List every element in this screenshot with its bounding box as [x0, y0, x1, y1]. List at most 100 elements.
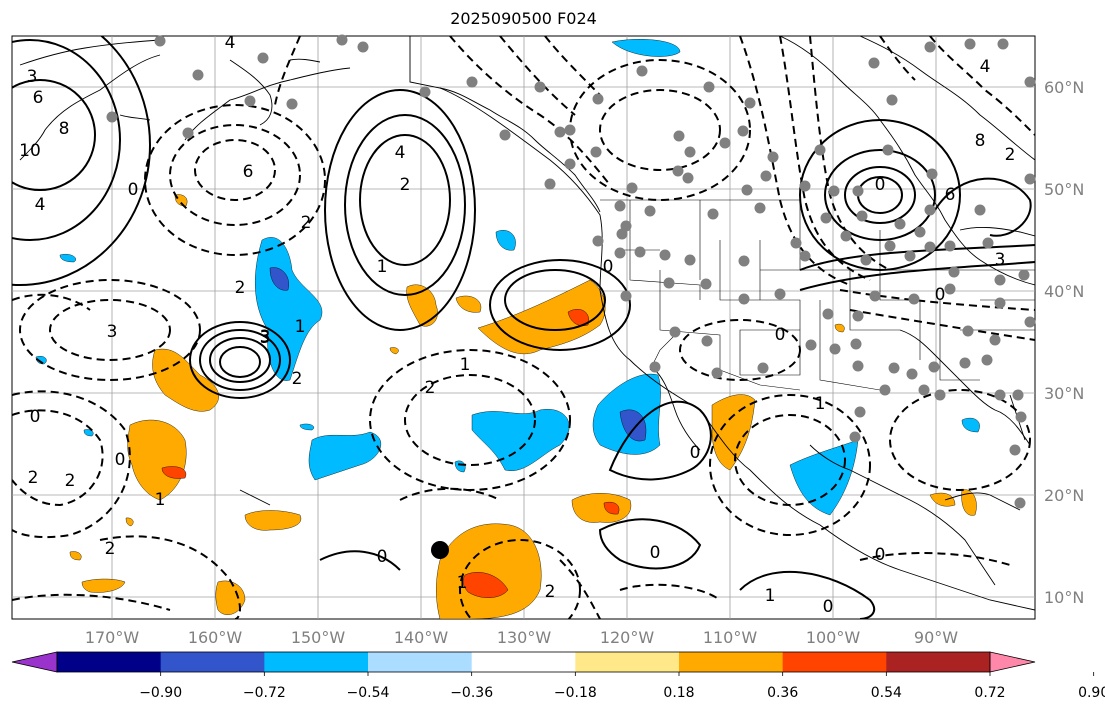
- station-dot: [924, 41, 936, 53]
- station-dot: [659, 249, 671, 261]
- station-dot: [959, 357, 971, 369]
- station-dot: [466, 76, 478, 88]
- colorbar-swatch: [160, 652, 265, 672]
- station-dot: [1015, 411, 1027, 423]
- lat-label: 10°N: [1044, 588, 1084, 607]
- colorbar-tick-label: 0.36: [767, 685, 798, 701]
- colorbar-tick-label: 0.18: [663, 685, 694, 701]
- station-dot: [499, 129, 511, 141]
- contour-label: 8: [975, 131, 986, 151]
- station-dot: [620, 290, 632, 302]
- colorbar-swatch: [471, 652, 576, 672]
- station-dot: [850, 338, 862, 350]
- station-dot: [805, 339, 817, 351]
- station-dot: [684, 254, 696, 266]
- contour-label: 6: [945, 185, 956, 205]
- station-dot: [1024, 76, 1036, 88]
- station-dot: [1018, 269, 1030, 281]
- contour-label: 1: [460, 355, 471, 375]
- station-dot: [856, 210, 868, 222]
- colorbar-tick-labels: −0.90 −0.72 −0.54 −0.36 −0.18 0.18 0.36 0.54 0.7…: [139, 685, 1105, 701]
- station-dot: [822, 308, 834, 320]
- station-dot: [828, 185, 840, 197]
- station-dot: [564, 158, 576, 170]
- station-dot: [244, 95, 256, 107]
- station-dot: [964, 38, 976, 50]
- contour-label: 0: [875, 545, 886, 565]
- station-dot: [767, 151, 779, 163]
- contour-label: 2: [235, 278, 246, 298]
- contour-label: 0: [775, 325, 786, 345]
- contour-label: 10: [19, 141, 41, 161]
- contour-label: 6: [243, 162, 254, 182]
- station-dot: [918, 384, 930, 396]
- longitude-labels: 170°W 160°W 150°W 140°W 130°W 120°W 110°W 100°W…: [85, 628, 958, 647]
- storm-marker: [431, 541, 449, 559]
- station-dot: [620, 220, 632, 232]
- station-dot: [814, 144, 826, 156]
- station-dot: [336, 34, 348, 46]
- station-dot: [703, 81, 715, 93]
- lat-label: 20°N: [1044, 486, 1084, 505]
- station-dot: [994, 297, 1006, 309]
- station-dot: [701, 335, 713, 347]
- station-dot: [534, 81, 546, 93]
- contour-label: 0: [875, 175, 886, 195]
- contour-label: 1: [295, 317, 306, 337]
- station-dot: [614, 247, 626, 259]
- station-dot: [879, 384, 891, 396]
- station-dot: [904, 250, 916, 262]
- station-dot: [997, 38, 1009, 50]
- colorbar-swatch: [57, 652, 162, 672]
- contour-label: 4: [980, 57, 991, 77]
- station-dot: [669, 326, 681, 338]
- contour-label: 3: [260, 327, 271, 347]
- contour-label: 0: [690, 443, 701, 463]
- station-dot: [928, 361, 940, 373]
- colorbar-outline: [56, 651, 991, 673]
- station-dot: [673, 130, 685, 142]
- station-dot: [672, 165, 684, 177]
- station-dot: [737, 125, 749, 137]
- station-dot: [719, 137, 731, 149]
- station-dot: [944, 283, 956, 295]
- station-dot: [154, 35, 166, 47]
- map-title: 2025090500 F024: [450, 9, 597, 28]
- station-dot: [1024, 316, 1036, 328]
- station-dot: [989, 334, 1001, 346]
- station-dot: [741, 184, 753, 196]
- colorbar-swatch: [575, 652, 680, 672]
- station-dot: [888, 362, 900, 374]
- contour-label: 1: [815, 394, 826, 414]
- lat-label: 30°N: [1044, 384, 1084, 403]
- dashed-contours: [12, 36, 1035, 619]
- station-dot: [790, 237, 802, 249]
- station-dot: [981, 354, 993, 366]
- station-dot: [852, 310, 864, 322]
- station-dot: [774, 288, 786, 300]
- contour-label: 2: [28, 468, 39, 488]
- station-dot: [106, 111, 118, 123]
- station-dot: [868, 57, 880, 69]
- station-dot: [914, 226, 926, 238]
- station-dot: [908, 293, 920, 305]
- negative-shading: [35, 39, 980, 516]
- contour-label: 0: [30, 407, 41, 427]
- station-dot: [799, 180, 811, 192]
- station-dot: [924, 241, 936, 253]
- station-dot: [544, 178, 556, 190]
- colorbar-swatch: [368, 652, 473, 672]
- station-dot: [852, 185, 864, 197]
- station-dot: [1012, 389, 1024, 401]
- station-dot: [744, 97, 756, 109]
- colorbar-tick-label: −0.72: [243, 685, 286, 701]
- contour-label: 3: [27, 67, 38, 87]
- contour-label: 4: [225, 33, 236, 53]
- contour-label: 4: [395, 143, 406, 163]
- colorbar-tick-label: −0.36: [450, 685, 493, 701]
- station-dot: [682, 172, 694, 184]
- contour-label: 3: [995, 250, 1006, 270]
- station-dot: [1009, 444, 1021, 456]
- station-dot: [564, 124, 576, 136]
- latitude-labels: 60°N 50°N 40°N 30°N 20°N 10°N: [1044, 78, 1084, 607]
